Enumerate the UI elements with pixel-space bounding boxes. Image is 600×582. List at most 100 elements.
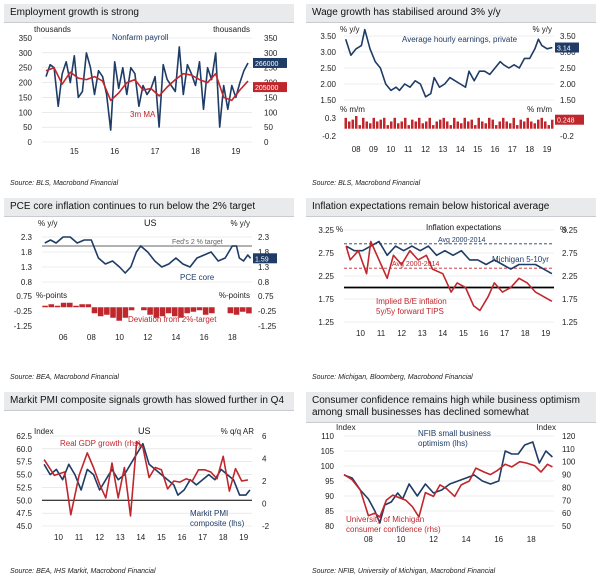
bar-mm: [537, 119, 540, 129]
chart-title: Markit PMI composite signals growth has …: [10, 395, 284, 406]
y-tick-label-right: 0: [262, 500, 267, 509]
y-tick-label-left: 105: [321, 447, 335, 456]
left-axis-unit: Index: [336, 423, 356, 432]
y-tick-label-left: 2.75: [318, 249, 334, 258]
chart-confidence: Index Index110105100959085801201101009080…: [321, 423, 576, 544]
end-label-3m-ma-bg: [253, 82, 287, 93]
y-tick-label-right: 3.50: [560, 32, 576, 41]
bar-mm: [446, 121, 449, 129]
x-tick-label: 15: [70, 147, 79, 156]
y-tick-label-right: 100: [562, 458, 576, 467]
y-tick-label-left: 1.75: [318, 295, 334, 304]
y-tick-label-left-lower: -1.25: [14, 322, 33, 331]
y-tick-label-right: 6: [262, 432, 267, 441]
x-tick-label: 14: [171, 333, 180, 342]
y-tick-label-left: 90: [325, 492, 334, 501]
bar-mm: [376, 121, 379, 129]
panel-employment: Employment growth is strong thousands tho…: [4, 4, 294, 190]
left-axis-unit: Index: [34, 427, 54, 436]
bar-mm: [407, 125, 410, 129]
chart-source: Source: BEA, Macrobond Financial: [10, 374, 119, 381]
bar-mm: [530, 121, 533, 129]
x-tick-label: 10: [115, 333, 124, 342]
y-tick-label-left: 3.25: [318, 226, 334, 235]
bar-mm: [365, 121, 368, 129]
right-axis-unit: %: [560, 225, 567, 234]
y-tick-label-left: 1.25: [318, 318, 334, 327]
bar-mm: [551, 119, 554, 129]
bar-deviation: [42, 305, 48, 308]
x-tick-label: 13: [438, 145, 447, 154]
end-label-mm: 0.248: [557, 118, 575, 125]
bar-mm: [386, 125, 389, 129]
end-label-pce-core-bg: [253, 253, 277, 264]
y-tick-label-left: 2.3: [21, 233, 33, 242]
series-tips-line: [345, 240, 553, 312]
end-label-hourly-earnings-bg: [555, 42, 579, 53]
bar-mm: [390, 121, 393, 129]
y-tick-label-right: 2: [262, 477, 267, 486]
x-tick-label: 18: [527, 535, 536, 544]
y-tick-label-left: 2.25: [318, 272, 334, 281]
bar-mm: [516, 125, 519, 129]
x-tick-label: 14: [438, 329, 447, 338]
chart-source: Source: Michigan, Bloomberg, Macrobond F…: [312, 374, 473, 381]
bar-deviation: [165, 307, 172, 314]
x-tick-label: 15: [459, 329, 468, 338]
y-tick-label-right: 0: [264, 138, 269, 147]
y-tick-label-left: 62.5: [16, 432, 32, 441]
panel-wages: Wage growth has stabilised around 3% y/y…: [306, 4, 596, 190]
chart-source: Source: BLS, Macrobond Financial: [312, 180, 421, 187]
bar-deviation: [141, 307, 147, 311]
bar-mm: [477, 117, 480, 129]
y-tick-label-left: 200: [19, 79, 33, 88]
legend-deviation: Deviation from 2%-target: [128, 315, 217, 324]
x-tick-label: 18: [219, 533, 228, 542]
x-tick-label: 14: [462, 535, 471, 544]
bar-mm: [509, 123, 512, 129]
end-label-pce-core: 1.59: [255, 256, 269, 263]
end-label-hourly-earnings: 3.14: [557, 46, 571, 53]
bar-deviation: [122, 307, 129, 318]
y-tick-label-left: 95: [325, 477, 334, 486]
bar-mm: [397, 123, 400, 129]
y-tick-label-left: 80: [325, 522, 334, 531]
y-tick-label-left: 300: [19, 49, 33, 58]
x-tick-label: 16: [480, 329, 489, 338]
panel-header: Markit PMI composite signals growth has …: [4, 392, 294, 411]
chart-title: Inflation expectations remain below hist…: [312, 201, 550, 212]
legend-nonfarm: Nonfarm payroll: [112, 33, 169, 42]
y-tick-label-right: 2.75: [562, 249, 578, 258]
y-tick-label-right-lower: -0.25: [258, 307, 277, 316]
y-tick-label-left-lower: -0.2: [322, 132, 336, 141]
legend-title: Inflation expectations: [426, 223, 501, 232]
x-tick-label: 11: [75, 533, 84, 542]
y-tick-label-right: 350: [264, 34, 278, 43]
y-tick-label-right: 300: [264, 49, 278, 58]
x-tick-label: 15: [157, 533, 166, 542]
y-tick-label-left: 1.3: [21, 263, 33, 272]
bar-mm: [512, 117, 515, 129]
x-tick-label: 15: [473, 145, 482, 154]
bar-mm: [432, 125, 435, 129]
y-tick-label-left: 2.00: [320, 80, 336, 89]
chart-source: Source: NFIB, University of Michigan, Ma…: [312, 568, 496, 575]
bar-mm: [411, 119, 414, 129]
y-tick-label-right: 1.25: [562, 318, 578, 327]
legend-michigan: Michigan 5-10yr: [492, 255, 549, 264]
y-tick-label-right: 80: [562, 483, 571, 492]
x-tick-label: 10: [54, 533, 63, 542]
y-tick-label-right: 1.3: [258, 263, 270, 272]
chart-pce: % y/y % y/y US 2.3 1.8 1.3 0.8 2.3 1.8 1.3 0.8 Fed'…: [14, 218, 277, 342]
x-tick-label: 10: [386, 145, 395, 154]
y-tick-label-right: 1.50: [560, 96, 576, 105]
bar-deviation: [246, 307, 252, 314]
right-axis-unit: % q/q AR: [221, 427, 255, 436]
bar-deviation: [48, 304, 55, 308]
bar-deviation: [60, 302, 67, 308]
legend-3m-ma: 3m MA: [130, 110, 156, 119]
y-tick-label-right: 100: [264, 108, 278, 117]
y-tick-label-right: 50: [562, 522, 571, 531]
x-tick-label: 17: [508, 145, 517, 154]
y-tick-label-right: 110: [562, 445, 575, 454]
